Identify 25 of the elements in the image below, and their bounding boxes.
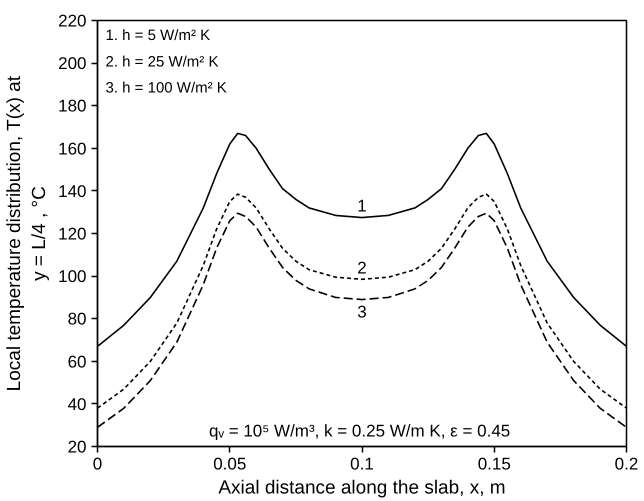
annotation: 3 bbox=[357, 302, 367, 322]
y-tick-label: 200 bbox=[58, 54, 87, 74]
y-axis-title: Local temperature distribution, T(x) at y = L/4 , °C bbox=[4, 75, 50, 392]
annotation: 1 bbox=[357, 196, 367, 216]
x-tick-label: 0.2 bbox=[614, 454, 638, 474]
x-axis-title: Axial distance along the slab, x, m bbox=[218, 478, 506, 498]
y-tick-label: 140 bbox=[58, 182, 87, 201]
x-tick-label: 0.15 bbox=[478, 454, 511, 474]
y-tick-label: 80 bbox=[68, 310, 87, 329]
annotation: 3. h = 100 W/m² K bbox=[106, 80, 227, 97]
y-tick-label: 180 bbox=[58, 96, 87, 116]
x-tick-label: 0.05 bbox=[213, 454, 246, 474]
y-tick-label: 20 bbox=[68, 438, 87, 456]
y-tick-label: 40 bbox=[68, 394, 87, 414]
annotation: 2. h = 25 W/m² K bbox=[106, 53, 218, 70]
y-tick-label: 60 bbox=[68, 352, 87, 372]
annotation: qᵥ = 10⁵ W/m³, k = 0.25 W/m K, ε = 0.45 bbox=[209, 422, 510, 440]
y-tick-label: 120 bbox=[58, 224, 87, 244]
y-tick-label: 160 bbox=[58, 139, 87, 158]
y-tick-label: 100 bbox=[58, 267, 87, 286]
x-tick-label: 0 bbox=[92, 454, 102, 474]
annotation: 2 bbox=[357, 258, 367, 278]
x-tick-label: 0.1 bbox=[350, 454, 374, 474]
y-tick-label: 220 bbox=[58, 12, 87, 30]
annotation: 1. h = 5 W/m² K bbox=[106, 26, 210, 44]
